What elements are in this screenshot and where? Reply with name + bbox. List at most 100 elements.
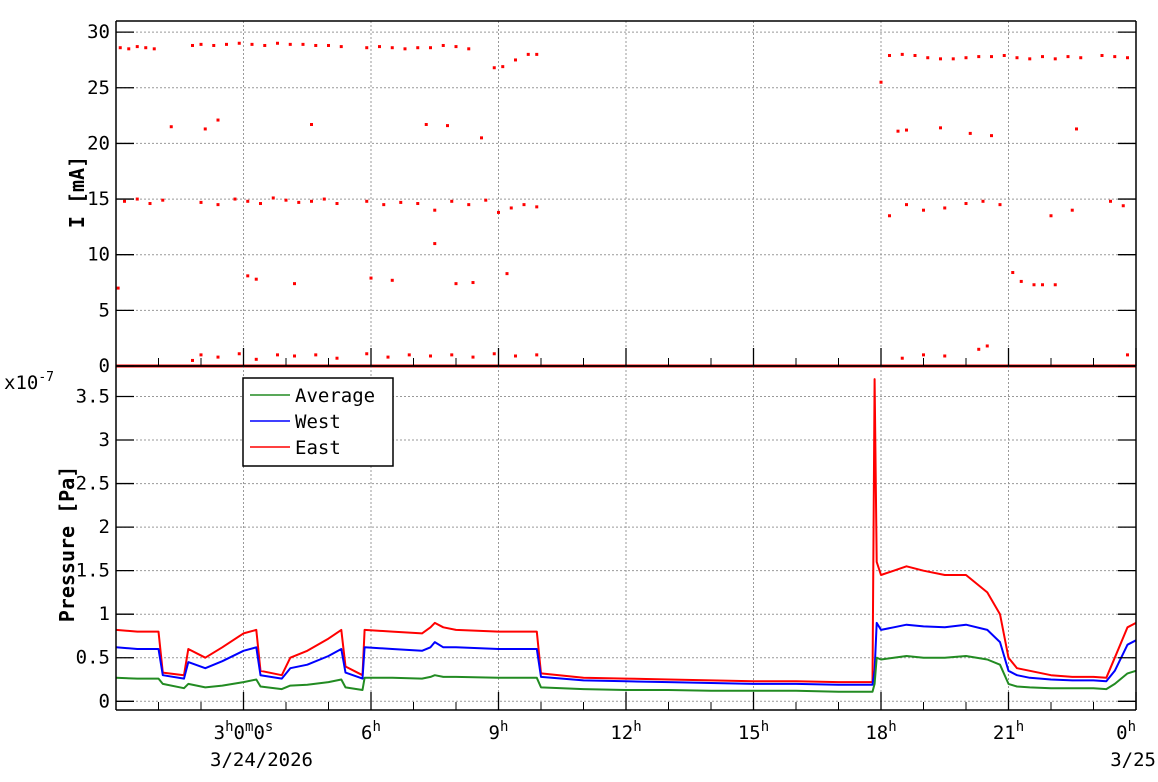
current-point — [1049, 214, 1053, 218]
current-point — [135, 45, 139, 49]
current-point — [896, 129, 900, 133]
current-point — [225, 42, 228, 46]
x-tick-label: 21h — [993, 719, 1024, 744]
current-point — [990, 134, 993, 138]
pressure-axis: 0 0.5 1 1.5 2 2.5 3 3.5 — [76, 365, 1137, 712]
current-point — [339, 45, 343, 49]
current-point — [116, 286, 120, 290]
current-point — [939, 57, 942, 61]
current-point — [429, 46, 432, 50]
current-point — [254, 357, 258, 361]
current-y-tick-label: 10 — [87, 244, 110, 266]
x-tick-label: 0h — [1116, 719, 1136, 744]
current-point — [416, 46, 420, 50]
current-point — [148, 202, 152, 206]
pressure-y-tick-label: 1.5 — [76, 560, 110, 582]
x-tick-label: 12h — [610, 719, 641, 744]
current-point — [369, 276, 373, 280]
legend-label-average: Average — [295, 385, 375, 407]
current-point — [1126, 56, 1129, 60]
current-point — [450, 199, 454, 203]
pressure-grid — [116, 366, 1136, 710]
current-point — [161, 198, 165, 202]
pressure-y-tick-label: 1 — [99, 603, 110, 625]
current-point — [433, 242, 437, 246]
current-point — [382, 203, 386, 207]
current-point — [237, 41, 241, 45]
current-point — [399, 200, 403, 204]
current-point — [526, 52, 530, 56]
pressure-line-east — [115, 378, 1137, 684]
current-point — [1015, 56, 1019, 60]
current-point — [535, 353, 539, 357]
current-point — [407, 353, 411, 357]
current-point — [905, 203, 908, 207]
current-point — [905, 128, 908, 132]
current-point — [216, 118, 220, 122]
current-point — [365, 352, 369, 356]
current-point — [212, 43, 216, 47]
pressure-y-tick-label: 0.5 — [76, 647, 110, 669]
current-point — [1002, 54, 1006, 57]
current-point — [981, 199, 985, 203]
current-axis-title: I [mA] — [65, 156, 89, 228]
x-tick-label: 18h — [865, 719, 896, 744]
current-point — [233, 197, 237, 201]
current-point — [968, 131, 972, 135]
current-point — [216, 355, 220, 359]
current-point — [152, 47, 156, 51]
current-y-tick-label: 20 — [87, 132, 110, 154]
current-point — [135, 197, 139, 201]
pressure-y-tick-label: 3.5 — [76, 385, 110, 407]
current-point — [1113, 55, 1117, 59]
current-point — [424, 123, 428, 126]
current-point — [203, 127, 207, 131]
current-point — [441, 43, 445, 47]
current-point — [467, 47, 471, 51]
current-point — [1053, 57, 1057, 61]
time-axis: 3h0m0s 6h 9h 12h 15h 18h 21h 0h 3/24/2026 3/25 — [116, 348, 1156, 771]
current-point — [378, 45, 381, 49]
pressure-panel: 0 0.5 1 1.5 2 2.5 3 3.5 Pressure [Pa] x10-7 Ave… — [4, 365, 1137, 712]
current-point — [433, 208, 437, 212]
current-grid — [116, 21, 1136, 366]
current-point — [191, 358, 194, 362]
current-point — [429, 354, 432, 358]
current-y-tick-label: 0 — [99, 355, 110, 377]
current-point — [288, 42, 292, 46]
current-point — [310, 199, 313, 203]
x-tick-label: 15h — [738, 719, 769, 744]
current-point — [484, 198, 488, 202]
current-point — [169, 125, 173, 129]
current-point — [505, 272, 509, 276]
current-point — [416, 202, 420, 206]
current-point — [888, 54, 891, 57]
current-point — [471, 281, 475, 285]
current-point — [497, 210, 500, 214]
current-point — [964, 56, 968, 60]
current-point — [900, 356, 904, 360]
current-point — [492, 352, 496, 356]
current-point — [943, 354, 947, 358]
current-point — [1079, 56, 1083, 60]
pressure-line-west — [115, 621, 1137, 686]
current-point — [263, 43, 267, 47]
pressure-y-tick-label: 2.5 — [76, 473, 110, 495]
current-point — [276, 41, 279, 45]
current-point — [191, 43, 194, 47]
current-point — [199, 42, 203, 46]
current-point — [471, 355, 475, 359]
current-point — [922, 353, 925, 357]
current-point — [1053, 283, 1057, 287]
current-y-tick-label: 15 — [87, 188, 110, 210]
current-axis: 0 5 10 15 20 25 30 — [87, 20, 1137, 377]
current-point — [254, 277, 258, 281]
current-point — [390, 278, 394, 282]
current-point — [390, 46, 394, 50]
current-point — [1109, 199, 1112, 203]
current-point — [1126, 353, 1129, 357]
current-point — [1070, 208, 1074, 212]
current-y-tick-label: 25 — [87, 77, 110, 99]
current-point — [939, 126, 942, 130]
